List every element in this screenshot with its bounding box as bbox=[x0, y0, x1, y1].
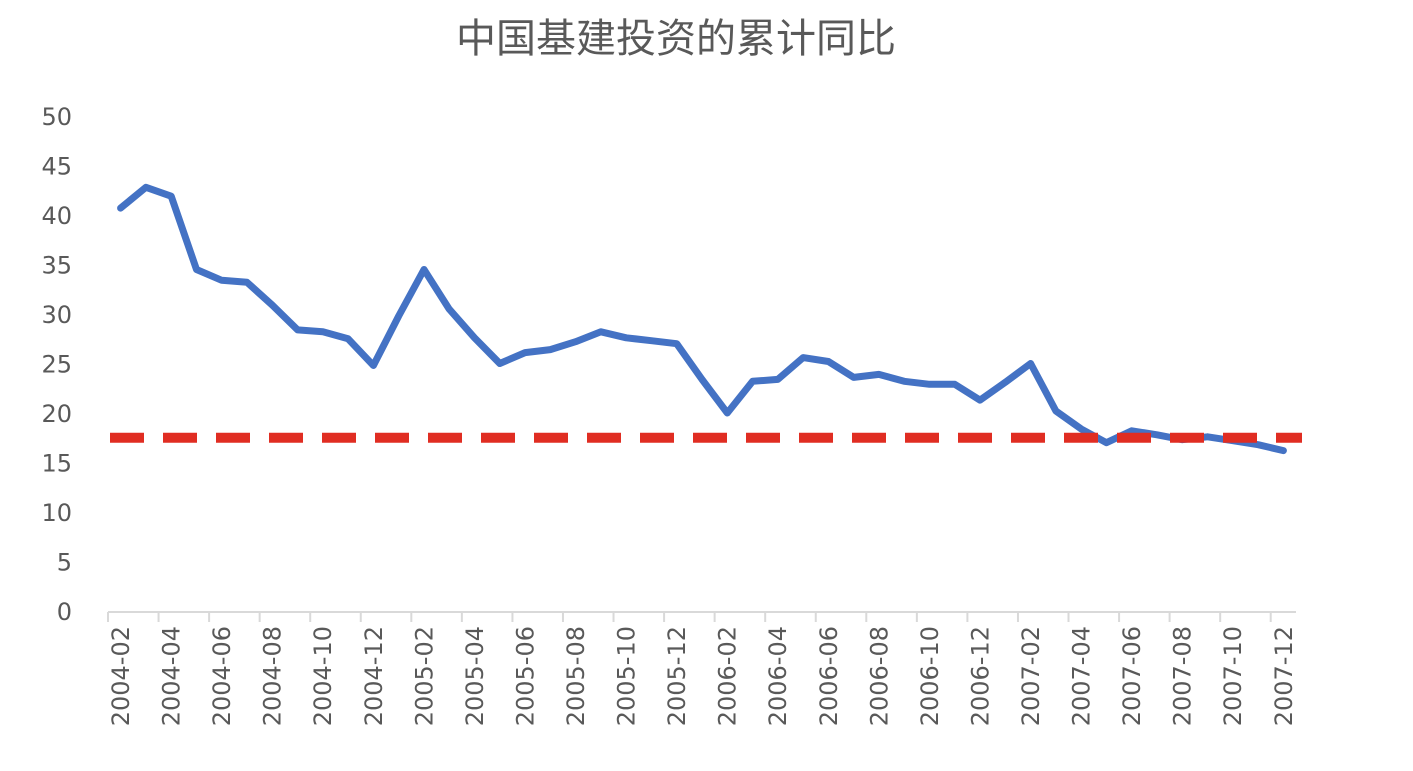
data-point bbox=[800, 354, 807, 361]
y-tick-label: 15 bbox=[41, 450, 72, 478]
data-point bbox=[218, 277, 225, 284]
x-axis bbox=[107, 611, 1296, 622]
data-point bbox=[269, 302, 276, 309]
data-point bbox=[850, 374, 857, 381]
data-point bbox=[370, 362, 377, 369]
data-point bbox=[724, 410, 731, 416]
data-point bbox=[699, 376, 705, 383]
x-tick-label: 2004-02 bbox=[107, 626, 135, 726]
data-point bbox=[825, 358, 832, 365]
data-point bbox=[623, 334, 630, 341]
data-point bbox=[547, 346, 554, 353]
x-tick-label: 2007-12 bbox=[1270, 626, 1298, 726]
data-point bbox=[648, 337, 655, 344]
x-tick-label: 2005-06 bbox=[511, 626, 539, 726]
data-point bbox=[1154, 431, 1160, 438]
data-point bbox=[977, 397, 983, 404]
data-point bbox=[319, 328, 326, 335]
x-tick-label: 2006-04 bbox=[764, 626, 792, 726]
data-point bbox=[1204, 433, 1211, 440]
x-tick-label: 2004-10 bbox=[309, 626, 337, 726]
data-point bbox=[294, 326, 301, 333]
y-tick-label: 20 bbox=[41, 400, 72, 428]
x-tick-label: 2006-10 bbox=[916, 626, 944, 726]
data-point bbox=[951, 381, 958, 388]
x-tick-label: 2005-08 bbox=[562, 626, 590, 726]
data-point bbox=[244, 279, 250, 286]
x-tick-label: 2004-04 bbox=[158, 626, 186, 726]
data-point bbox=[901, 378, 908, 385]
x-tick-label: 2006-06 bbox=[815, 626, 843, 726]
data-point bbox=[522, 349, 529, 356]
data-point bbox=[1027, 360, 1034, 367]
y-tick-label: 45 bbox=[41, 153, 72, 181]
data-point bbox=[193, 266, 200, 273]
data-point bbox=[926, 381, 933, 388]
data-point bbox=[1002, 379, 1009, 386]
x-tick-label: 2005-04 bbox=[461, 626, 489, 726]
data-point bbox=[1078, 425, 1085, 432]
data-point bbox=[421, 266, 427, 273]
x-tick-label: 2006-12 bbox=[966, 626, 994, 726]
data-point bbox=[875, 371, 882, 378]
y-tick-label: 50 bbox=[41, 103, 72, 131]
x-tick-label: 2007-10 bbox=[1219, 626, 1247, 726]
data-point bbox=[471, 334, 478, 341]
data-point bbox=[1128, 427, 1135, 434]
data-point bbox=[1103, 439, 1110, 446]
x-tick-label: 2004-08 bbox=[259, 626, 287, 726]
y-tick-label: 35 bbox=[41, 252, 72, 280]
x-tick-label: 2007-08 bbox=[1169, 626, 1197, 726]
data-point bbox=[572, 338, 579, 345]
data-point bbox=[1280, 447, 1287, 454]
x-tick-label: 2004-06 bbox=[208, 626, 236, 726]
x-tick-label: 2004-12 bbox=[360, 626, 388, 726]
series-layer bbox=[117, 183, 1287, 455]
data-point bbox=[395, 313, 402, 319]
x-tick-label: 2007-02 bbox=[1017, 626, 1045, 726]
series-line bbox=[117, 183, 1287, 455]
x-tick-label: 2005-10 bbox=[613, 626, 641, 726]
data-point bbox=[774, 376, 781, 383]
x-tick-label: 2006-08 bbox=[865, 626, 893, 726]
data-point bbox=[446, 306, 453, 313]
data-point bbox=[345, 335, 352, 342]
y-tick-label: 25 bbox=[41, 351, 72, 379]
data-point bbox=[749, 378, 756, 385]
data-point bbox=[673, 340, 680, 347]
x-tick-label: 2007-06 bbox=[1118, 626, 1146, 726]
x-tick-label: 2007-04 bbox=[1068, 626, 1096, 726]
y-tick-label: 10 bbox=[41, 499, 72, 527]
x-tick-label: 2005-02 bbox=[410, 626, 438, 726]
y-tick-label: 30 bbox=[41, 301, 72, 329]
data-point bbox=[597, 328, 604, 335]
y-axis-ticks: 0 5 10 15 20 25 30 35 40 45 50 bbox=[41, 103, 72, 626]
data-point bbox=[142, 184, 149, 191]
y-tick-label: 5 bbox=[57, 549, 72, 577]
data-point bbox=[168, 193, 175, 200]
y-tick-label: 0 bbox=[57, 598, 72, 626]
x-tick-label: 2005-12 bbox=[663, 626, 691, 726]
x-axis-ticks: 2004-02 2004-04 2004-06 2004-08 2004-10 2004-… bbox=[107, 626, 1298, 726]
data-point bbox=[496, 360, 503, 367]
data-point bbox=[1255, 441, 1262, 448]
data-point bbox=[117, 205, 124, 212]
data-point bbox=[1052, 408, 1059, 414]
x-tick-label: 2006-02 bbox=[714, 626, 742, 726]
y-tick-label: 40 bbox=[41, 202, 72, 230]
chart-title: 中国基建投资的累计同比 bbox=[456, 16, 896, 62]
